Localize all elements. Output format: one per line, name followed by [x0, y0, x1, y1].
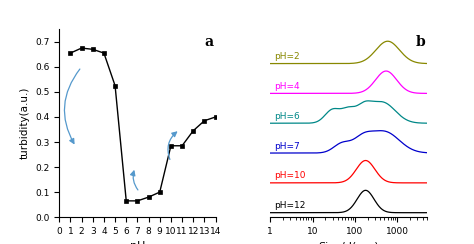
Text: pH=7: pH=7 [273, 142, 300, 151]
Text: pH=6: pH=6 [273, 112, 300, 121]
Text: pH=10: pH=10 [273, 172, 305, 181]
Y-axis label: turbidity(a.u.): turbidity(a.u.) [19, 87, 29, 159]
Text: b: b [416, 35, 425, 49]
Text: a: a [205, 35, 214, 49]
Text: pH=4: pH=4 [273, 82, 299, 91]
Text: pH=12: pH=12 [273, 201, 305, 210]
X-axis label: pH: pH [130, 241, 145, 244]
Text: pH=2: pH=2 [273, 52, 299, 61]
X-axis label: Size/d(nm): Size/d(nm) [318, 241, 379, 244]
